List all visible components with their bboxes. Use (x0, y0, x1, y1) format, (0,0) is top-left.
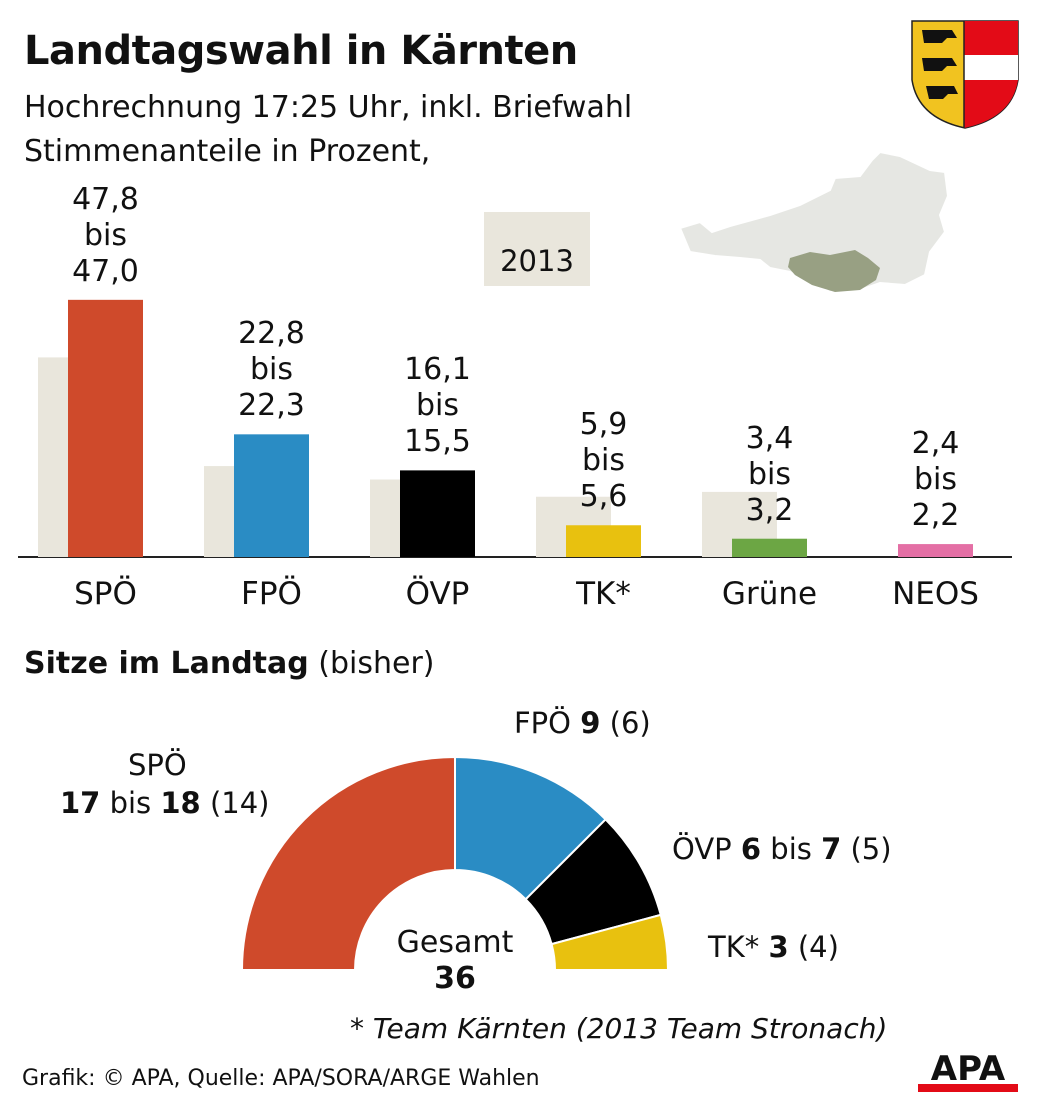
bar-current-3 (566, 525, 641, 557)
subtitle-forecast: Hochrechnung 17:25 Uhr, inkl. Briefwahl (24, 90, 633, 125)
category-label: ÖVP (405, 576, 470, 612)
value-label-bis: bis (581, 443, 625, 479)
value-label-bis: bis (83, 217, 127, 253)
category-label: FPÖ (241, 576, 302, 612)
seat-label-tk: TK* 3 (4) (708, 930, 839, 964)
bar-current-1 (234, 434, 309, 557)
value-label-high: 16,1 (404, 352, 471, 388)
total-seats: Gesamt 36 (375, 925, 535, 997)
coat-of-arms (911, 20, 1019, 129)
bar-current-2 (400, 470, 475, 557)
value-label: 3,4 bis 3,2 (710, 421, 830, 529)
apa-logo: APA (918, 1049, 1018, 1092)
value-label-low: 22,3 (238, 388, 305, 424)
footnote: * Team Kärnten (2013 Team Stronach) (350, 1012, 888, 1045)
category-label: SPÖ (74, 576, 137, 612)
value-label-low: 15,5 (404, 424, 471, 460)
value-label: 2,4 bis 2,2 (876, 426, 996, 534)
category-label: TK* (576, 576, 631, 612)
value-label-low: 3,2 (745, 492, 794, 528)
carinthia-region (788, 250, 880, 292)
value-label-low: 47,0 (72, 253, 139, 289)
seat-segment-3 (550, 913, 670, 971)
value-label-bis: bis (913, 462, 957, 498)
legend-2013-label: 2013 (500, 244, 574, 278)
value-label-high: 3,4 (745, 420, 794, 456)
seat-label-ovp: ÖVP 6 bis 7 (5) (672, 832, 892, 866)
value-label-bis: bis (415, 388, 459, 424)
source-credit: Grafik: © APA, Quelle: APA/SORA/ARGE Wah… (22, 1066, 540, 1091)
legend-2013-swatch (484, 212, 590, 286)
value-label-bis: bis (249, 352, 293, 388)
seat-label-spo-party: SPÖ (128, 748, 187, 782)
value-label: 22,8 bis 22,3 (212, 316, 332, 424)
seat-segment-0 (240, 755, 456, 971)
total-label: Gesamt (396, 925, 514, 960)
austria-map (678, 150, 950, 294)
seats-title: Sitze im Landtag (bisher) (24, 646, 435, 681)
subtitle-unit: Stimmenanteile in Prozent, (24, 134, 431, 169)
category-label: Grüne (721, 576, 818, 612)
category-label: NEOS (892, 576, 979, 612)
value-label-low: 5,6 (579, 479, 628, 515)
bar-current-4 (732, 538, 807, 557)
value-label: 5,9 bis 5,6 (544, 407, 664, 515)
seat-label-fpo: FPÖ 9 (6) (514, 706, 651, 740)
value-label: 47,8 bis 47,0 (46, 182, 166, 290)
value-label-high: 5,9 (579, 407, 628, 443)
value-label-high: 2,4 (911, 426, 960, 462)
value-label-high: 22,8 (238, 316, 305, 352)
bar-current-0 (68, 299, 143, 557)
value-label-bis: bis (747, 456, 791, 492)
total-value: 36 (434, 961, 476, 996)
value-label: 16,1 bis 15,5 (378, 352, 498, 460)
value-label-high: 47,8 (72, 181, 139, 217)
svg-text:APA: APA (931, 1049, 1006, 1089)
seat-label-spo: 17 bis 18 (14) (60, 786, 270, 820)
page-title: Landtagswahl in Kärnten (24, 28, 578, 74)
value-label-low: 2,2 (911, 498, 960, 534)
bar-current-5 (898, 544, 973, 557)
